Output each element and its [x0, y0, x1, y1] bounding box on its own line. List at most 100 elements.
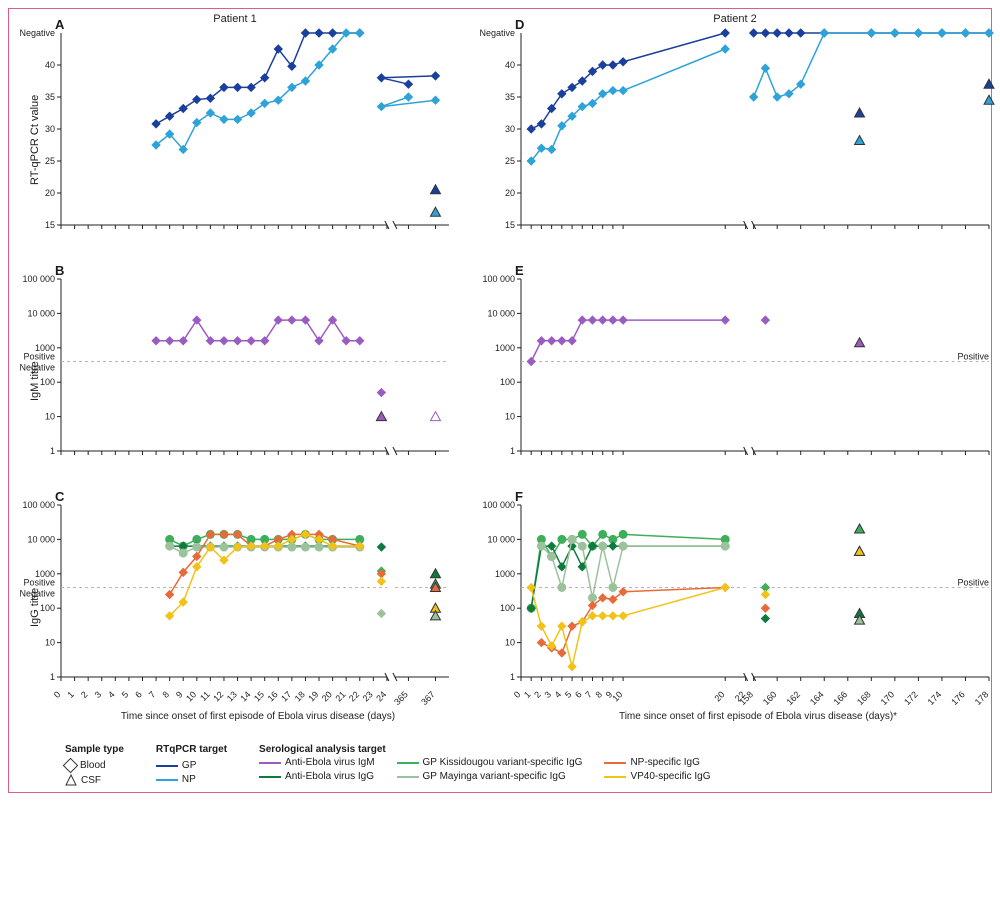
svg-text:17: 17: [279, 689, 293, 703]
svg-text:4: 4: [553, 689, 564, 700]
xlabel-right: Time since onset of first episode of Ebo…: [475, 711, 995, 722]
svg-text:19: 19: [306, 689, 320, 703]
panel-letter-E: E: [515, 263, 524, 278]
svg-text:10 000: 10 000: [487, 534, 515, 544]
svg-text:Positive: Positive: [23, 577, 55, 587]
svg-text:100: 100: [40, 377, 55, 387]
svg-text:10: 10: [610, 689, 624, 703]
svg-text:166: 166: [831, 689, 849, 707]
svg-text:7: 7: [147, 689, 158, 700]
svg-text:162: 162: [784, 689, 802, 707]
ylabel-row1: RT-qPCR Ct value: [29, 95, 41, 185]
col-title-left: Patient 1: [15, 13, 455, 25]
panel-D: Patient 2 D 152025303540Negative: [475, 15, 995, 255]
svg-text:10 000: 10 000: [27, 308, 55, 318]
svg-text:170: 170: [879, 689, 897, 707]
svg-text:Positive: Positive: [957, 351, 989, 361]
svg-text:172: 172: [902, 689, 920, 707]
svg-text:10: 10: [505, 412, 515, 422]
panel-letter-A: A: [55, 17, 64, 32]
svg-text:6: 6: [133, 689, 144, 700]
svg-text:30: 30: [45, 124, 55, 134]
svg-text:20: 20: [320, 689, 334, 703]
svg-text:178: 178: [973, 689, 991, 707]
ylabel-row3: IgG titre: [29, 588, 41, 627]
svg-text:100: 100: [500, 603, 515, 613]
svg-text:6: 6: [573, 689, 584, 700]
svg-text:100 000: 100 000: [482, 500, 515, 510]
svg-text:168: 168: [855, 689, 873, 707]
svg-text:15: 15: [45, 220, 55, 230]
panel-A: Patient 1 A RT-qPCR Ct value 15 20 25 30 35 4…: [15, 15, 455, 255]
svg-text:367: 367: [419, 689, 437, 707]
svg-text:100 000: 100 000: [22, 500, 55, 510]
svg-text:11: 11: [198, 689, 212, 703]
svg-text:10: 10: [184, 689, 198, 703]
legend: Sample typeBloodCSF RTqPCR targetGPNP Sero…: [15, 744, 985, 786]
panel-E: E 110100100010 000100 000PositiveNegativ…: [475, 261, 995, 481]
panel-B: B IgM titre 110100100010 000100 000Posit…: [15, 261, 455, 481]
svg-text:0: 0: [512, 689, 523, 700]
svg-text:14: 14: [238, 689, 252, 703]
svg-text:25: 25: [45, 156, 55, 166]
svg-text:Positive: Positive: [23, 351, 55, 361]
figure-container: Patient 1 A RT-qPCR Ct value 15202530354…: [8, 8, 992, 793]
svg-text:2: 2: [79, 689, 90, 700]
svg-text:10: 10: [45, 638, 55, 648]
svg-text:8: 8: [593, 689, 604, 700]
svg-text:22: 22: [347, 689, 361, 703]
svg-text:20: 20: [45, 188, 55, 198]
xlabel-left: Time since onset of first episode of Ebo…: [15, 711, 455, 722]
svg-text:20: 20: [505, 188, 515, 198]
legend-col-rtqpcr: RTqPCR targetGPNP: [156, 744, 227, 785]
panel-letter-F: F: [515, 489, 523, 504]
svg-text:40: 40: [45, 60, 55, 70]
svg-text:0: 0: [52, 689, 63, 700]
svg-text:10: 10: [505, 638, 515, 648]
col-title-right: Patient 2: [475, 13, 995, 25]
svg-text:160: 160: [761, 689, 779, 707]
svg-text:100: 100: [40, 603, 55, 613]
svg-text:1: 1: [65, 689, 76, 700]
svg-text:16: 16: [266, 689, 280, 703]
svg-text:100: 100: [500, 377, 515, 387]
svg-text:164: 164: [808, 689, 826, 707]
svg-text:1: 1: [522, 689, 533, 700]
svg-text:1: 1: [510, 446, 515, 456]
svg-text:1: 1: [50, 672, 55, 682]
panel-letter-B: B: [55, 263, 64, 278]
legend-col-sample: Sample typeBloodCSF: [65, 744, 124, 786]
svg-text:15: 15: [505, 220, 515, 230]
svg-text:23: 23: [361, 689, 375, 703]
svg-text:174: 174: [926, 689, 944, 707]
svg-text:1000: 1000: [495, 343, 515, 353]
svg-text:18: 18: [293, 689, 307, 703]
svg-text:10 000: 10 000: [487, 308, 515, 318]
svg-text:12: 12: [211, 689, 225, 703]
svg-text:100 000: 100 000: [482, 274, 515, 284]
svg-text:21: 21: [333, 689, 347, 703]
panel-letter-C: C: [55, 489, 64, 504]
svg-text:1: 1: [50, 446, 55, 456]
svg-text:15: 15: [252, 689, 266, 703]
svg-text:Negative: Negative: [19, 28, 55, 38]
svg-text:1000: 1000: [495, 569, 515, 579]
svg-text:1: 1: [510, 672, 515, 682]
legend-col-sero: Serological analysis targetAnti-Ebola vi…: [259, 744, 710, 782]
panel-grid: Patient 1 A RT-qPCR Ct value 15202530354…: [15, 15, 985, 707]
svg-text:8: 8: [160, 689, 171, 700]
svg-text:35: 35: [45, 92, 55, 102]
ylabel-row2: IgM titre: [29, 361, 41, 401]
svg-text:10: 10: [45, 412, 55, 422]
panel-F: F 110100100010 000100 000PositiveNegativ…: [475, 487, 995, 707]
svg-text:30: 30: [505, 124, 515, 134]
svg-text:25: 25: [505, 156, 515, 166]
svg-text:3: 3: [542, 689, 553, 700]
svg-text:Negative: Negative: [479, 28, 515, 38]
svg-text:3: 3: [93, 689, 104, 700]
svg-text:24: 24: [374, 689, 388, 703]
svg-text:176: 176: [949, 689, 967, 707]
svg-text:5: 5: [120, 689, 131, 700]
svg-text:Positive: Positive: [957, 577, 989, 587]
svg-text:4: 4: [106, 689, 117, 700]
